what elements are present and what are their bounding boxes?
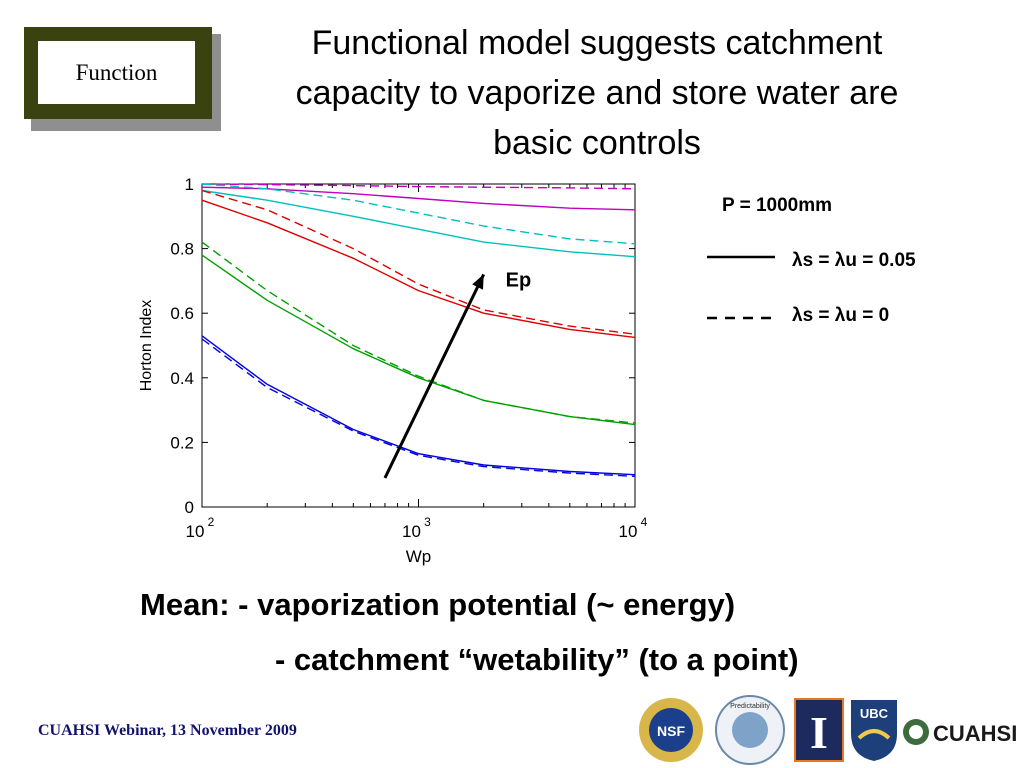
cuahsi-logo-text: CUAHSI — [933, 721, 1017, 746]
ubc-logo: UBC — [851, 700, 897, 761]
x-tick-exponent: 3 — [424, 515, 431, 529]
y-tick-label: 0.2 — [170, 433, 194, 452]
predictability-logo: Predictability — [715, 695, 785, 765]
y-tick-label: 0 — [185, 498, 194, 517]
x-tick-label: 10 — [619, 522, 638, 541]
series-line — [201, 189, 636, 258]
series-line — [201, 183, 636, 190]
y-tick-label: 1 — [185, 175, 194, 194]
ep-arrow-head — [472, 274, 484, 290]
legend-line-samples — [707, 255, 775, 320]
series-line — [201, 241, 636, 424]
x-tick-exponent: 4 — [641, 515, 648, 529]
slide-title: Functional model suggests catchment capa… — [232, 18, 962, 168]
illinois-logo-text: I — [810, 707, 828, 758]
ep-arrow-shaft — [383, 273, 486, 479]
x-axis-label: Wp — [406, 547, 432, 566]
legend-dashed-label: λs = λu = 0 — [792, 305, 890, 326]
series-line — [201, 183, 636, 245]
title-line-1: Functional model suggests catchment — [311, 24, 883, 62]
title-line-3: basic controls — [493, 124, 701, 162]
series-line — [201, 199, 636, 339]
function-badge: Function — [24, 27, 212, 119]
predictability-logo-text: Predictability — [730, 703, 770, 710]
cuahsi-logo: CUAHSI — [903, 719, 1017, 746]
x-tick-exponent: 2 — [208, 515, 215, 529]
x-tick-label: 10 — [402, 522, 421, 541]
nsf-logo: NSF — [639, 698, 703, 762]
nsf-logo-text: NSF — [657, 723, 685, 739]
footer-text: CUAHSI Webinar, 13 November 2009 — [38, 722, 297, 739]
ubc-logo-text: UBC — [860, 706, 889, 721]
y-tick-label: 0.4 — [170, 369, 194, 388]
x-tick-label: 10 — [186, 522, 205, 541]
function-badge-label: Function — [38, 41, 195, 104]
y-tick-label: 0.6 — [170, 304, 194, 323]
illinois-logo: I — [794, 698, 844, 762]
series-line — [201, 338, 636, 477]
caption-line-1: Mean: - vaporization potential (~ energy… — [140, 587, 736, 622]
series-line — [201, 335, 636, 476]
caption-line-2: - catchment “wetability” (to a point) — [275, 642, 799, 677]
y-tick-label: 0.8 — [170, 240, 194, 259]
ep-annotation-label: Ep — [506, 269, 532, 291]
series-line — [201, 186, 636, 211]
legend-precip: P = 1000mm — [722, 195, 833, 216]
legend-solid-label: λs = λu = 0.05 — [792, 250, 916, 271]
y-axis-label: Horton Index — [138, 300, 155, 392]
series-line — [201, 189, 636, 335]
plot-area — [201, 183, 636, 508]
title-line-2: capacity to vaporize and store water are — [295, 74, 899, 112]
